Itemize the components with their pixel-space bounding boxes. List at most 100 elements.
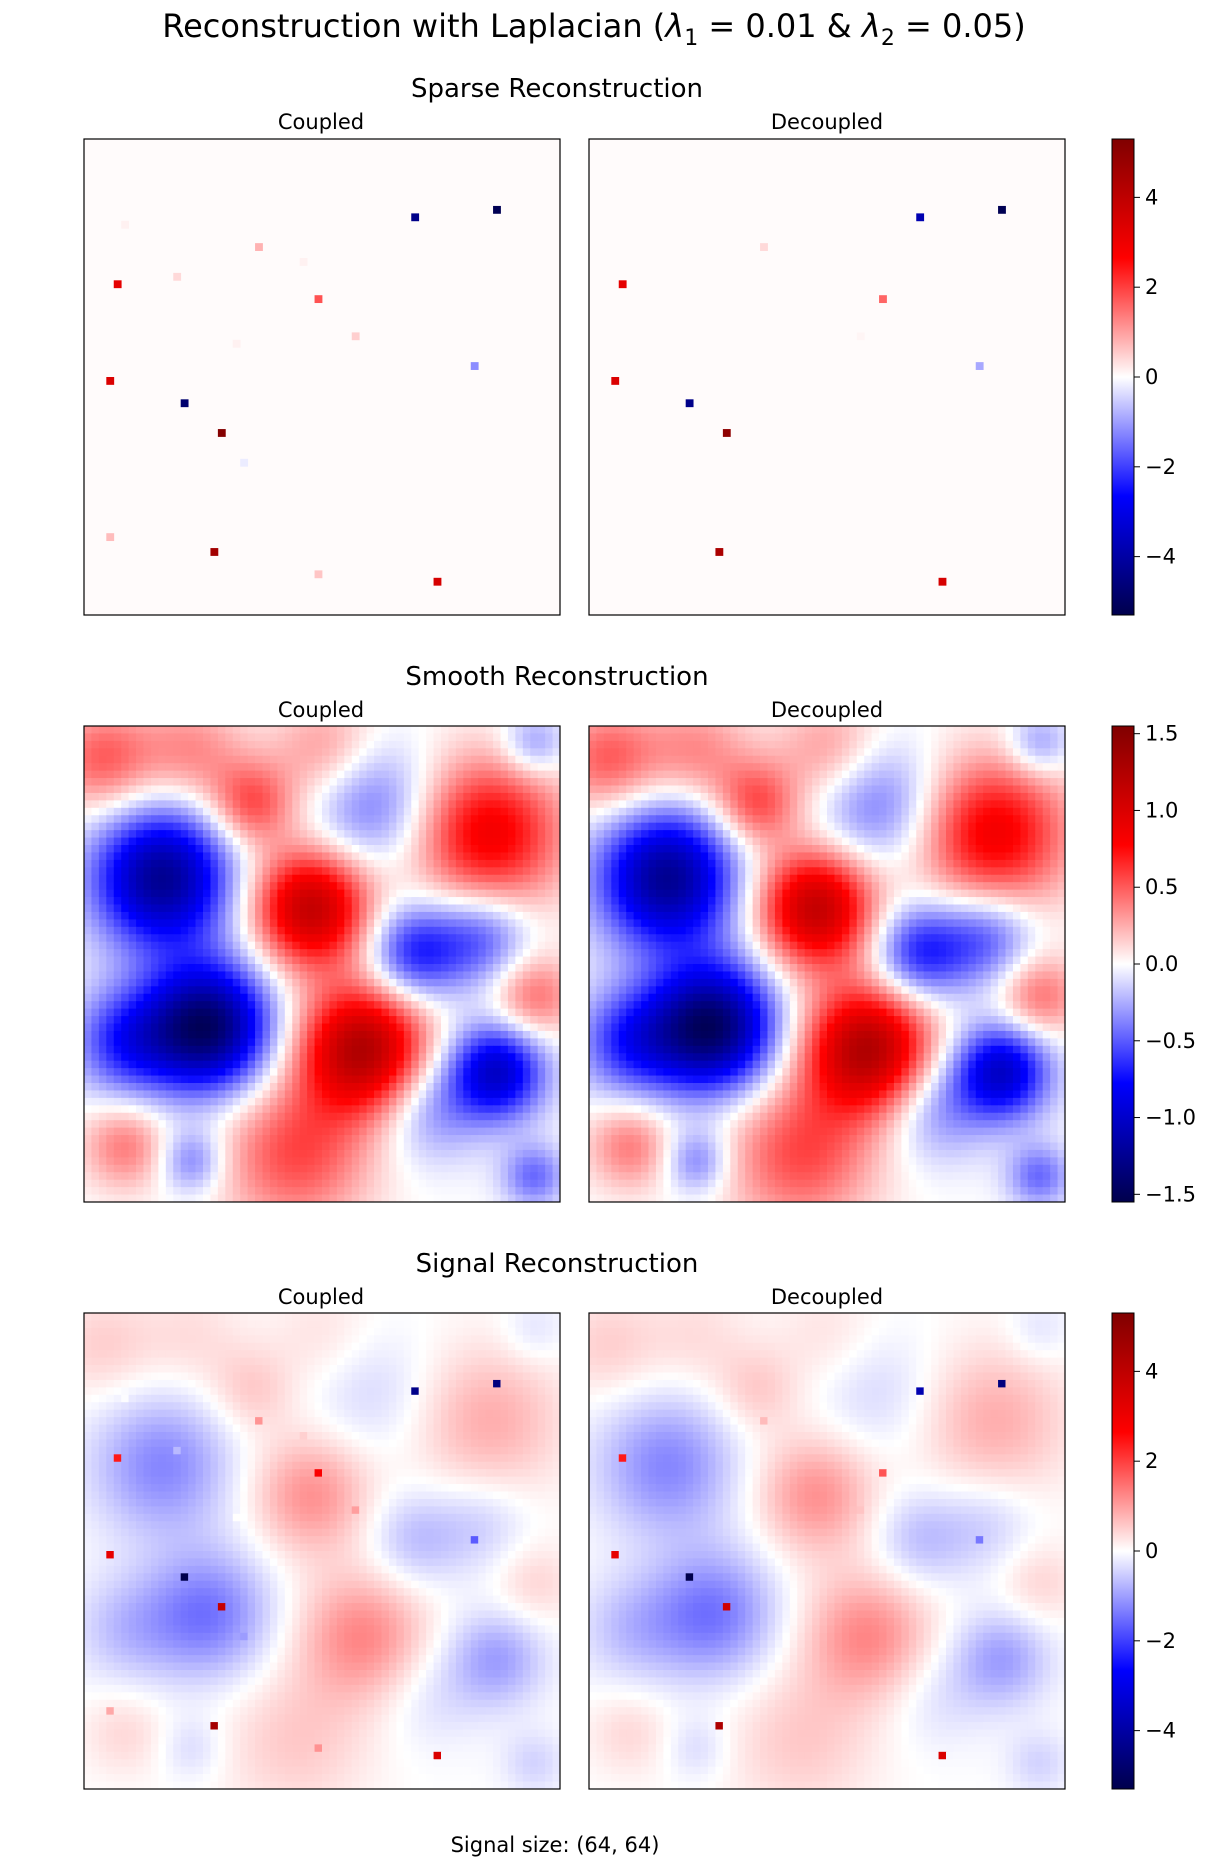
smooth-cell	[337, 1046, 345, 1054]
smooth-cell	[99, 897, 107, 905]
smooth-cell	[538, 1180, 546, 1188]
smooth-cell	[181, 986, 189, 994]
smooth-cell	[983, 756, 991, 764]
smooth-cell	[144, 793, 152, 801]
smooth-cell	[240, 1031, 248, 1039]
smooth-cell	[329, 756, 337, 764]
smooth-cell	[329, 763, 337, 771]
smooth-cell	[448, 1024, 456, 1032]
smooth-cell	[158, 1038, 166, 1046]
smooth-cell	[501, 882, 509, 890]
smooth-cell	[805, 808, 813, 816]
smooth-cell	[218, 733, 226, 741]
smooth-cell	[352, 845, 360, 853]
smooth-cell	[389, 763, 397, 771]
smooth-cell	[901, 778, 909, 786]
smooth-cell	[493, 1187, 501, 1195]
smooth-cell	[953, 815, 961, 823]
smooth-cell	[820, 763, 828, 771]
smooth-cell	[233, 1180, 241, 1188]
smooth-cell	[1035, 778, 1043, 786]
smooth-cell	[404, 934, 412, 942]
smooth-cell	[188, 726, 196, 734]
smooth-cell	[285, 726, 293, 734]
smooth-cell	[396, 1143, 404, 1151]
smooth-cell	[604, 733, 612, 741]
smooth-cell	[782, 793, 790, 801]
smooth-cell	[441, 845, 449, 853]
smooth-cell	[641, 748, 649, 756]
smooth-cell	[434, 897, 442, 905]
smooth-cell	[493, 860, 501, 868]
smooth-cell	[686, 778, 694, 786]
smooth-cell	[240, 1187, 248, 1195]
smooth-cell	[196, 882, 204, 890]
smooth-cell	[501, 942, 509, 950]
smooth-cell	[225, 1038, 233, 1046]
smooth-cell	[173, 1090, 181, 1098]
smooth-cell	[545, 1120, 553, 1128]
smooth-cell	[367, 1016, 375, 1024]
smooth-cell	[359, 897, 367, 905]
smooth-cell	[448, 1128, 456, 1136]
smooth-cell	[396, 949, 404, 957]
smooth-cell	[419, 986, 427, 994]
smooth-cell	[471, 1038, 479, 1046]
smooth-cell	[300, 815, 308, 823]
smooth-cell	[968, 763, 976, 771]
smooth-cell	[589, 786, 597, 794]
smooth-cell	[448, 815, 456, 823]
smooth-cell	[493, 1083, 501, 1091]
smooth-cell	[315, 1135, 323, 1143]
smooth-cell	[173, 882, 181, 890]
smooth-cell	[501, 1076, 509, 1084]
smooth-cell	[248, 830, 256, 838]
smooth-cell	[263, 1143, 271, 1151]
smooth-cell	[218, 778, 226, 786]
smooth-cell	[106, 1090, 114, 1098]
smooth-cell	[315, 964, 323, 972]
smooth-cell	[396, 1031, 404, 1039]
smooth-cell	[486, 860, 494, 868]
smooth-cell	[486, 756, 494, 764]
smooth-cell	[493, 1165, 501, 1173]
smooth-cell	[478, 1009, 486, 1017]
smooth-cell	[723, 741, 731, 749]
smooth-cell	[181, 1098, 189, 1106]
smooth-cell	[738, 726, 746, 734]
smooth-cell	[471, 897, 479, 905]
smooth-cell	[359, 942, 367, 950]
smooth-cell	[523, 986, 531, 994]
smooth-cell	[523, 1009, 531, 1017]
smooth-cell	[419, 741, 427, 749]
smooth-cell	[240, 1105, 248, 1113]
smooth-cell	[671, 756, 679, 764]
smooth-cell	[530, 1150, 538, 1158]
smooth-cell	[797, 815, 805, 823]
smooth-cell	[797, 778, 805, 786]
smooth-cell	[166, 860, 174, 868]
smooth-cell	[545, 1090, 553, 1098]
smooth-cell	[151, 1061, 159, 1069]
smooth-cell	[263, 1068, 271, 1076]
smooth-cell	[382, 1068, 390, 1076]
smooth-cell	[404, 860, 412, 868]
smooth-cell	[456, 786, 464, 794]
smooth-cell	[715, 763, 723, 771]
smooth-cell	[501, 1016, 509, 1024]
smooth-cell	[471, 763, 479, 771]
smooth-cell	[448, 1046, 456, 1054]
smooth-cell	[121, 927, 129, 935]
smooth-cell	[106, 778, 114, 786]
smooth-cell	[322, 830, 330, 838]
smooth-cell	[91, 1009, 99, 1017]
smooth-cell	[894, 800, 902, 808]
smooth-cell	[463, 867, 471, 875]
smooth-cell	[158, 830, 166, 838]
smooth-cell	[553, 1157, 561, 1165]
smooth-cell	[374, 1165, 382, 1173]
smooth-cell	[84, 1180, 92, 1188]
sparse-spike	[240, 459, 248, 467]
smooth-cell	[158, 1113, 166, 1121]
smooth-cell	[151, 1172, 159, 1180]
